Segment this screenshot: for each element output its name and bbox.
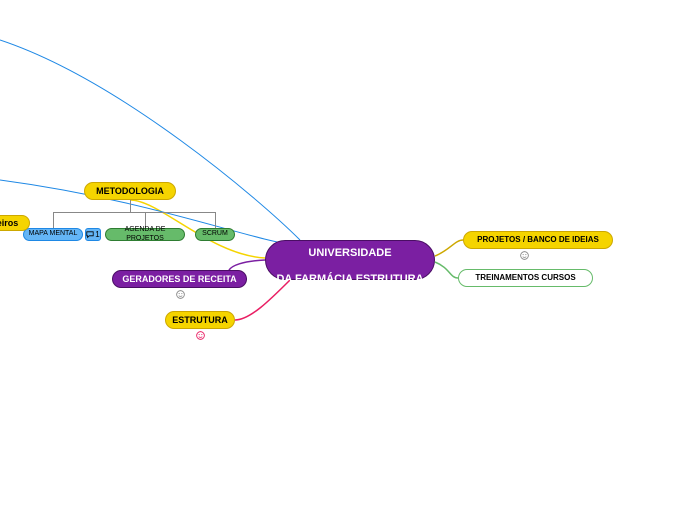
node-mapa-mental[interactable]: MAPA MENTAL xyxy=(23,228,83,241)
smiley-icon xyxy=(176,290,185,299)
node-projetos-label: PROJETOS / BANCO DE IDEIAS xyxy=(477,235,599,245)
speech-bubble-icon xyxy=(86,231,94,239)
node-treinamentos-cursos[interactable]: TREINAMENTOS CURSOS xyxy=(458,269,593,287)
node-scrum[interactable]: SCRUM xyxy=(195,228,235,241)
node-scrum-label: SCRUM xyxy=(202,230,228,238)
node-geradores-label: GERADORES DE RECEITA xyxy=(122,274,236,285)
comment-count: 1 xyxy=(95,230,99,239)
node-estrutura-label: ESTRUTURA xyxy=(172,315,228,326)
node-geradores-receita[interactable]: GERADORES DE RECEITA xyxy=(112,270,247,288)
node-agenda-projetos[interactable]: AGENDA DE PROJETOS xyxy=(105,228,185,241)
node-partial-ceiros[interactable]: ceiros xyxy=(0,215,30,231)
smiley-icon xyxy=(520,251,529,260)
node-agenda-label: AGENDA DE PROJETOS xyxy=(106,226,184,243)
node-mapa-mental-label: MAPA MENTAL xyxy=(29,230,78,238)
comment-badge-mapa[interactable]: 1 xyxy=(85,228,101,241)
node-treinamentos-label: TREINAMENTOS CURSOS xyxy=(475,273,575,283)
node-projetos-banco-ideias[interactable]: PROJETOS / BANCO DE IDEIAS xyxy=(463,231,613,249)
node-estrutura[interactable]: ESTRUTURA xyxy=(165,311,235,329)
node-metodologia-label: METODOLOGIA xyxy=(96,186,164,197)
node-central-line1: UNIVERSIDADE xyxy=(308,247,391,259)
node-ceiros-label: ceiros xyxy=(0,218,18,229)
node-central[interactable]: UNIVERSIDADE DA FARMÁCIA ESTRUTURA xyxy=(265,240,435,280)
node-central-line2: DA FARMÁCIA ESTRUTURA xyxy=(276,273,423,285)
node-metodologia[interactable]: METODOLOGIA xyxy=(84,182,176,200)
smiley-icon xyxy=(196,331,205,340)
